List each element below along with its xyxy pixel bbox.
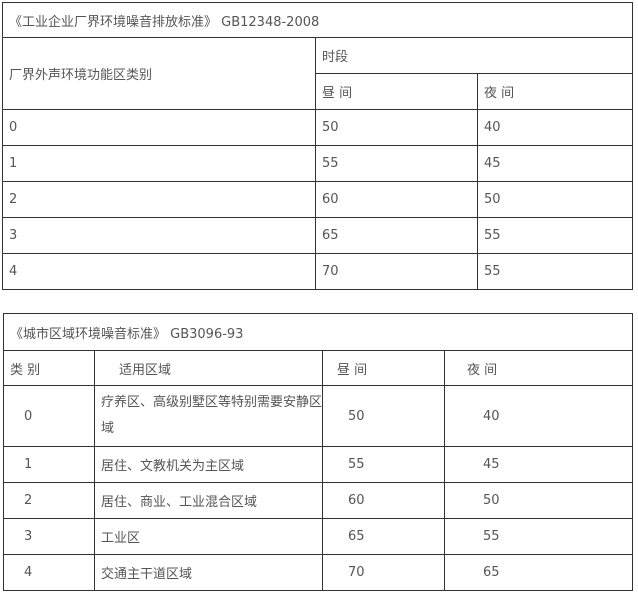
night-cell: 50	[476, 181, 634, 218]
period-header: 时段	[314, 37, 634, 74]
category-cell: 4	[2, 253, 316, 290]
industrial-noise-table: 《工业企业厂界环境噪音排放标准》 GB12348-2008 厂界外声环境功能区类…	[1, 2, 634, 290]
category-header: 厂界外声环境功能区类别	[2, 37, 316, 110]
night-cell: 45	[476, 145, 634, 182]
area-cell: 居住、文教机关为主区域	[94, 446, 323, 483]
category-cell: 4	[3, 554, 95, 591]
day-cell: 70	[322, 554, 445, 591]
table-row: 4 70 55	[2, 253, 634, 290]
day-cell: 50	[315, 109, 478, 146]
day-header: 昼 间	[315, 73, 478, 110]
area-cell: 交通主干道区域	[94, 554, 323, 591]
table-row: 0 疗养区、高级别墅区等特别需要安静区域 50 40	[3, 385, 634, 447]
day-header: 昼 间	[322, 350, 445, 386]
category-cell: 3	[3, 518, 95, 555]
table-row: 4 交通主干道区域 70 65	[3, 554, 634, 591]
category-cell: 1	[2, 145, 316, 182]
table-row: 2 60 50	[2, 181, 634, 218]
area-cell: 疗养区、高级别墅区等特别需要安静区域	[94, 385, 323, 447]
area-cell: 工业区	[94, 518, 323, 555]
table-row: 1 55 45	[2, 145, 634, 182]
urban-noise-table: 《城市区域环境噪音标准》 GB3096-93 类 别适用区域昼 间夜 间 0 疗养…	[2, 313, 634, 591]
night-cell: 50	[443, 482, 634, 519]
night-cell: 45	[443, 446, 634, 483]
night-cell: 55	[476, 253, 634, 290]
night-cell: 55	[476, 217, 634, 254]
night-header: 夜 间	[476, 73, 634, 110]
night-header: 夜 间	[443, 350, 634, 386]
table-title: 《工业企业厂界环境噪音排放标准》 GB12348-2008	[1, 2, 634, 38]
category-cell: 3	[2, 217, 316, 254]
day-cell: 60	[322, 482, 445, 519]
night-cell: 55	[443, 518, 634, 555]
category-cell: 1	[3, 446, 95, 483]
night-cell: 40	[476, 109, 634, 146]
area-cell: 居住、商业、工业混合区域	[94, 482, 323, 519]
day-cell: 60	[315, 181, 478, 218]
day-cell: 50	[322, 385, 445, 447]
day-cell: 70	[315, 253, 478, 290]
table-row: 3 工业区 65 55	[3, 518, 634, 555]
table-title: 《城市区域环境噪音标准》 GB3096-93	[2, 313, 634, 351]
area-header: 适用区域	[94, 350, 323, 386]
category-header: 类 别	[3, 350, 95, 386]
day-cell: 65	[315, 217, 478, 254]
table-row: 0 50 40	[2, 109, 634, 146]
table-row: 3 65 55	[2, 217, 634, 254]
table-row: 2 居住、商业、工业混合区域 60 50	[3, 482, 634, 519]
category-cell: 0	[3, 385, 95, 447]
day-cell: 55	[315, 145, 478, 182]
night-cell: 65	[443, 554, 634, 591]
day-cell: 55	[322, 446, 445, 483]
category-cell: 0	[2, 109, 316, 146]
day-cell: 65	[322, 518, 445, 555]
category-cell: 2	[3, 482, 95, 519]
night-cell: 40	[443, 385, 634, 447]
table-row: 1 居住、文教机关为主区域 55 45	[3, 446, 634, 483]
category-cell: 2	[2, 181, 316, 218]
